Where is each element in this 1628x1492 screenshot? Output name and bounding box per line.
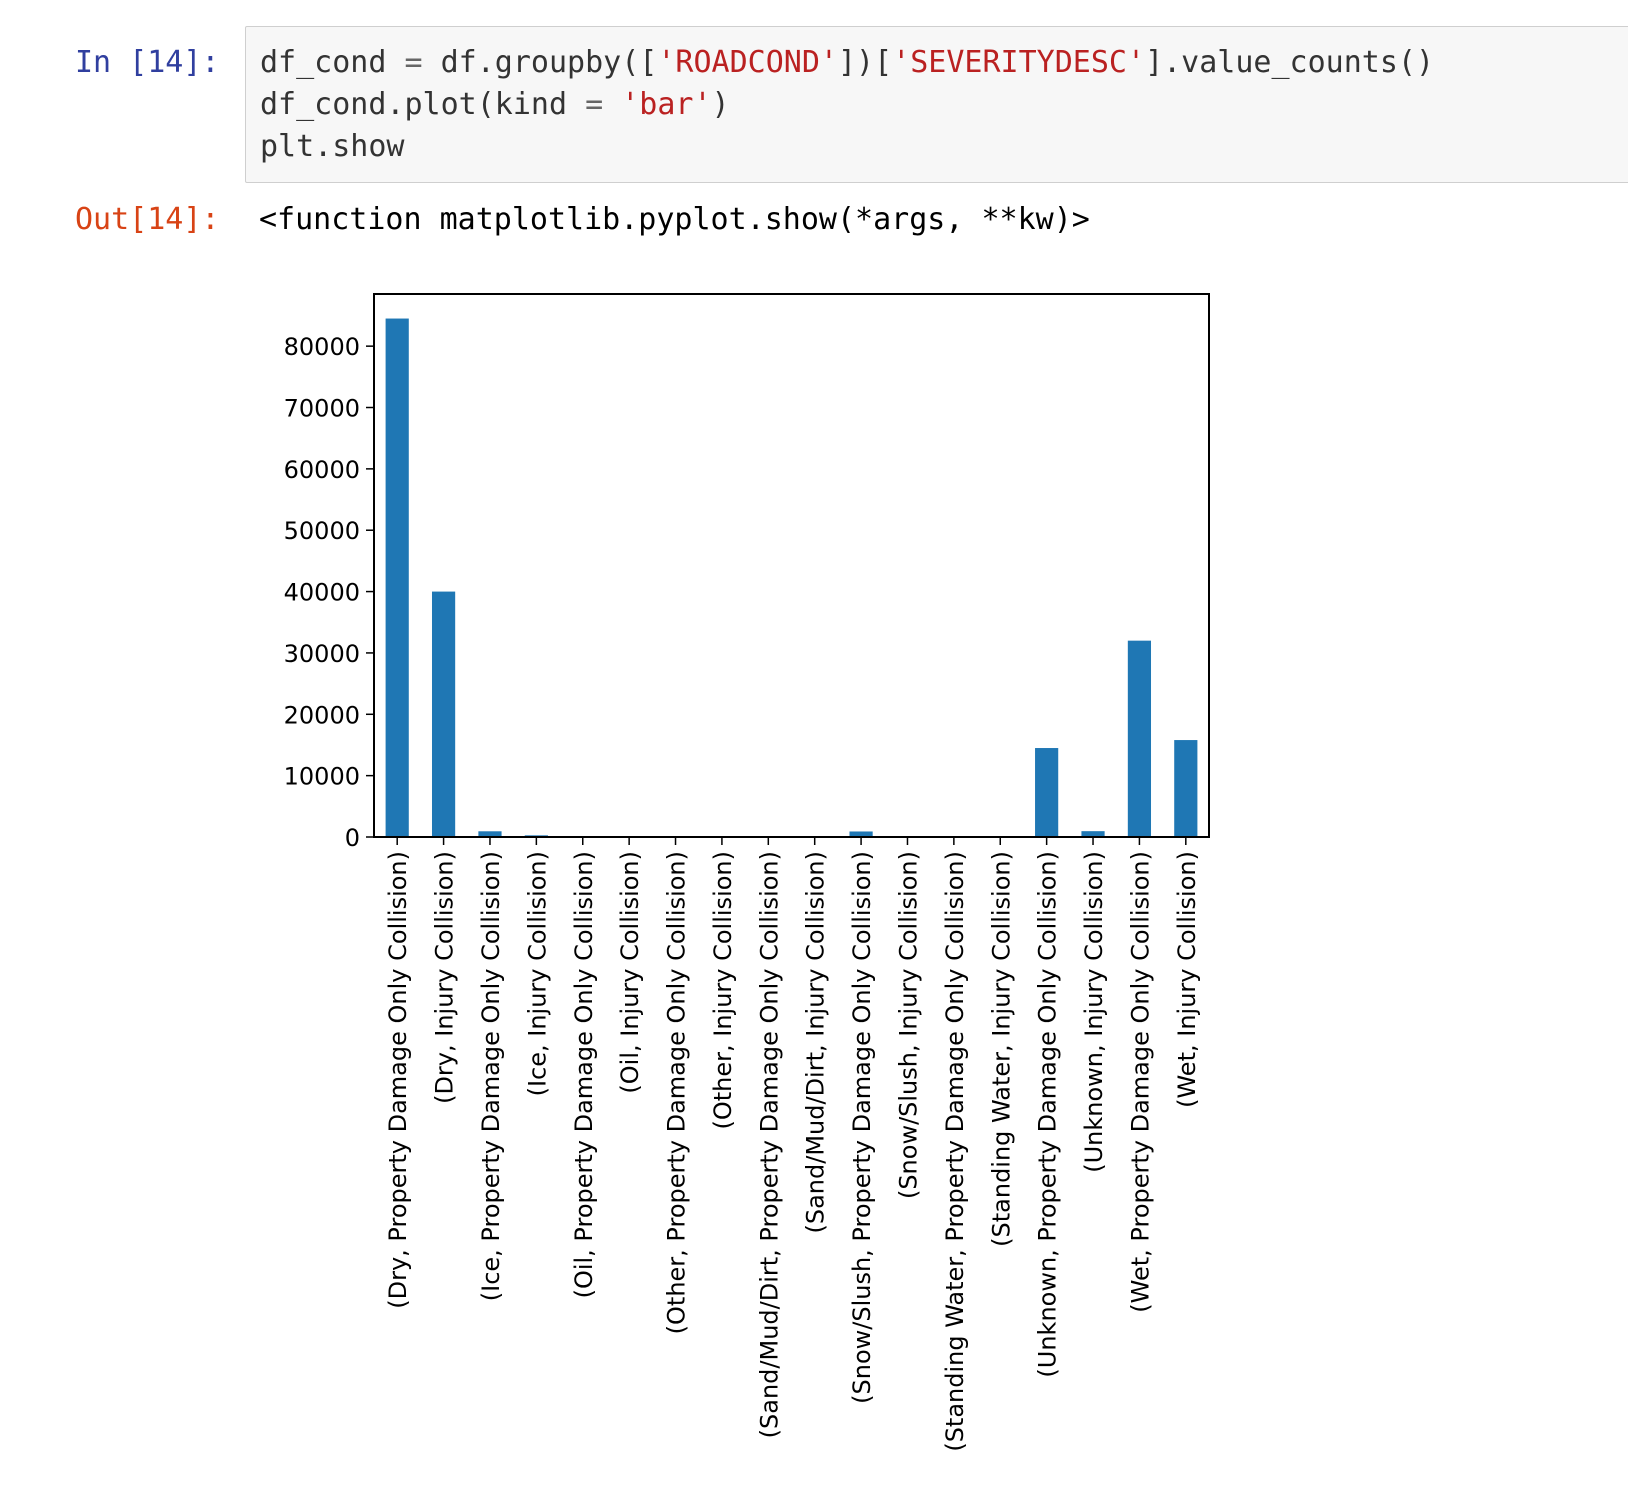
x-tick-label: (Wet, Injury Collision) [1173, 851, 1201, 1108]
bar [386, 319, 409, 837]
x-tick-label: (Snow/Slush, Property Damage Only Collis… [848, 851, 876, 1404]
y-tick-label: 70000 [284, 395, 360, 423]
x-tick-label: (Dry, Injury Collision) [431, 851, 459, 1104]
x-tick-label: (Dry, Property Damage Only Collision) [384, 851, 412, 1309]
x-tick-label: (Ice, Injury Collision) [523, 851, 551, 1096]
y-tick-label: 20000 [284, 701, 360, 729]
x-tick-label: (Unknown, Property Damage Only Collision… [1034, 851, 1062, 1378]
y-tick-label: 60000 [284, 456, 360, 484]
x-tick-label: (Sand/Mud/Dirt, Injury Collision) [802, 851, 830, 1234]
plot-frame [374, 294, 1209, 837]
y-tick-label: 50000 [284, 517, 360, 545]
bar [1035, 748, 1058, 837]
y-tick-label: 40000 [284, 579, 360, 607]
x-tick-label: (Standing Water, Injury Collision) [987, 851, 1015, 1247]
x-tick-label: (Unknown, Injury Collision) [1080, 851, 1108, 1173]
bar [432, 592, 455, 837]
x-tick-label: (Sand/Mud/Dirt, Property Damage Only Col… [755, 851, 783, 1438]
y-tick-label: 10000 [284, 763, 360, 791]
x-tick-label: (Other, Property Damage Only Collision) [663, 851, 691, 1334]
x-tick-label: (Ice, Property Damage Only Collision) [477, 851, 505, 1301]
x-tick-label: (Wet, Property Damage Only Collision) [1126, 851, 1154, 1313]
x-tick-label: (Other, Injury Collision) [709, 851, 737, 1130]
y-tick-label: 80000 [284, 333, 360, 361]
x-tick-label: (Oil, Property Damage Only Collision) [570, 851, 598, 1298]
y-tick-label: 0 [345, 824, 360, 852]
y-tick-label: 30000 [284, 640, 360, 668]
bar [1128, 641, 1151, 837]
x-tick-label: (Snow/Slush, Injury Collision) [894, 851, 922, 1199]
x-tick-label: (Oil, Injury Collision) [616, 851, 644, 1094]
bar [1174, 740, 1197, 837]
x-tick-label: (Standing Water, Property Damage Only Co… [941, 851, 969, 1452]
